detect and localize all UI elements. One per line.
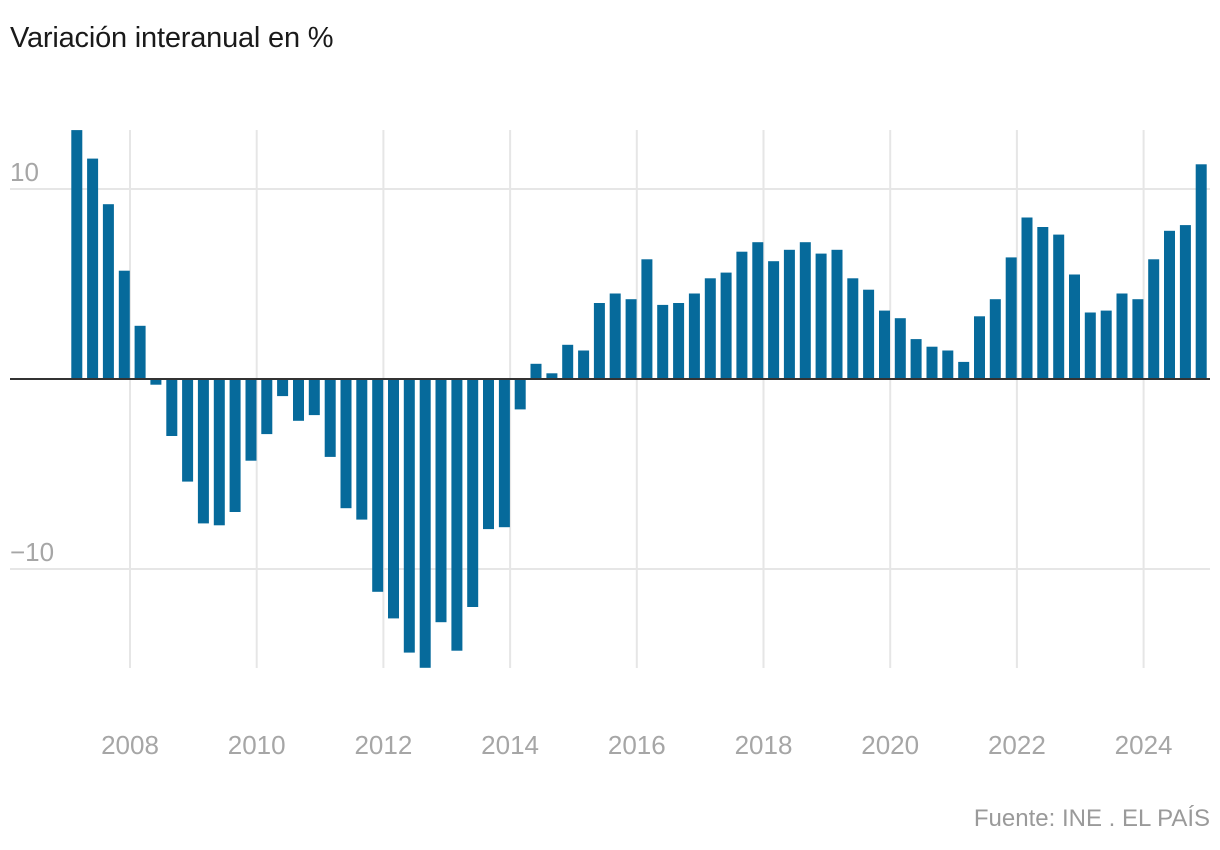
bar-2007-T3 — [102, 204, 114, 379]
bar-2007-T4 — [118, 270, 130, 379]
bar-2011-T3 — [356, 379, 368, 520]
bar-2016-T3 — [673, 303, 685, 379]
bar-2008-T3 — [166, 379, 178, 436]
bar-2024-T1 — [1148, 259, 1160, 379]
bar-2022-T1 — [1021, 217, 1033, 379]
bar-2021-T4 — [1005, 257, 1017, 379]
x-tick-label: 2010 — [228, 730, 286, 760]
bar-2014-T1 — [514, 379, 526, 410]
bar-2022-T4 — [1069, 274, 1080, 379]
x-tick-label: 2012 — [354, 730, 412, 760]
bar-2011-T4 — [372, 379, 384, 592]
bar-2022-T2 — [1037, 227, 1049, 379]
x-tick-label: 2014 — [481, 730, 539, 760]
bar-2019-T4 — [879, 310, 890, 379]
bar-2020-T3 — [926, 346, 938, 379]
bar-2020-T1 — [894, 318, 906, 379]
bar-2012-T4 — [435, 379, 447, 623]
bar-2024-T4 — [1195, 164, 1207, 379]
bar-2014-T2 — [530, 363, 542, 379]
bar-2019-T1 — [831, 249, 843, 379]
bar-2023-T4 — [1132, 299, 1144, 379]
x-axis-ticks: 2008 2010 2012 2014 2016 2018 2020 2022 2024 — [101, 730, 1172, 760]
bar-2024-T3 — [1179, 225, 1191, 379]
bar-2016-T1 — [641, 259, 653, 379]
chart-title: Variación interanual en % — [10, 22, 334, 54]
bar-2017-T4 — [752, 242, 764, 379]
bar-2015-T1 — [578, 350, 590, 379]
x-tick-label: 2022 — [988, 730, 1046, 760]
bar-2019-T2 — [847, 278, 859, 379]
bar-2008-T1 — [134, 325, 146, 379]
bar-2021-T1 — [958, 361, 970, 379]
y-tick-label: −10 — [10, 537, 54, 567]
bar-2020-T2 — [910, 339, 922, 379]
bar-2009-T4 — [245, 379, 257, 461]
bar-2021-T3 — [989, 299, 1001, 379]
bar-2018-T4 — [815, 253, 827, 379]
bar-2022-T3 — [1053, 234, 1065, 379]
bar-2016-T2 — [657, 304, 669, 379]
bar-2017-T2 — [720, 272, 732, 379]
bar-2011-T2 — [340, 379, 352, 509]
bar-2010-T2 — [277, 379, 289, 397]
bar-2013-T2 — [467, 379, 479, 607]
bar-2013-T1 — [451, 379, 463, 651]
source-note: Fuente: INE . EL PAÍS — [973, 805, 1210, 832]
y-tick-label: 10 — [10, 157, 39, 187]
bar-2020-T4 — [942, 350, 954, 379]
bar-2023-T3 — [1116, 293, 1128, 379]
bar-2008-T2 — [150, 379, 162, 385]
y-axis-ticks: 10 −10 — [10, 157, 54, 567]
bar-2009-T1 — [197, 379, 209, 524]
bar-2012-T3 — [419, 379, 431, 668]
bar-2015-T2 — [593, 303, 605, 379]
bar-2010-T1 — [261, 379, 273, 435]
bar-2019-T3 — [863, 289, 875, 379]
x-tick-label: 2016 — [608, 730, 666, 760]
bar-2014-T3 — [546, 373, 558, 379]
bar-2024-T2 — [1164, 230, 1175, 379]
bar-2018-T2 — [783, 249, 795, 379]
bar-2010-T4 — [308, 379, 320, 416]
bar-2014-T4 — [562, 344, 574, 379]
bar-2009-T2 — [213, 379, 225, 526]
bars — [71, 130, 1207, 668]
gridlines — [10, 130, 1210, 668]
bar-2009-T3 — [229, 379, 241, 512]
bar-2007-T1 — [71, 130, 83, 379]
bar-2013-T3 — [483, 379, 494, 530]
x-tick-label: 2024 — [1115, 730, 1173, 760]
bar-2015-T4 — [625, 299, 637, 379]
x-tick-label: 2020 — [861, 730, 919, 760]
bar-2007-T2 — [87, 158, 99, 379]
x-tick-label: 2018 — [735, 730, 793, 760]
bar-2018-T1 — [768, 261, 780, 379]
bar-2023-T2 — [1100, 310, 1112, 379]
bar-2023-T1 — [1084, 312, 1096, 379]
bar-2013-T4 — [498, 379, 510, 528]
bar-2018-T3 — [799, 242, 811, 379]
bar-2021-T2 — [974, 316, 985, 379]
bar-2015-T3 — [609, 293, 621, 379]
bar-2017-T1 — [704, 278, 716, 379]
bar-2012-T1 — [388, 379, 399, 619]
bar-2017-T3 — [736, 251, 748, 379]
x-tick-label: 2008 — [101, 730, 159, 760]
bar-2016-T4 — [688, 293, 700, 379]
bar-2008-T4 — [182, 379, 194, 482]
bar-2010-T3 — [293, 379, 304, 421]
bar-2011-T1 — [324, 379, 336, 457]
bar-2012-T2 — [403, 379, 415, 653]
